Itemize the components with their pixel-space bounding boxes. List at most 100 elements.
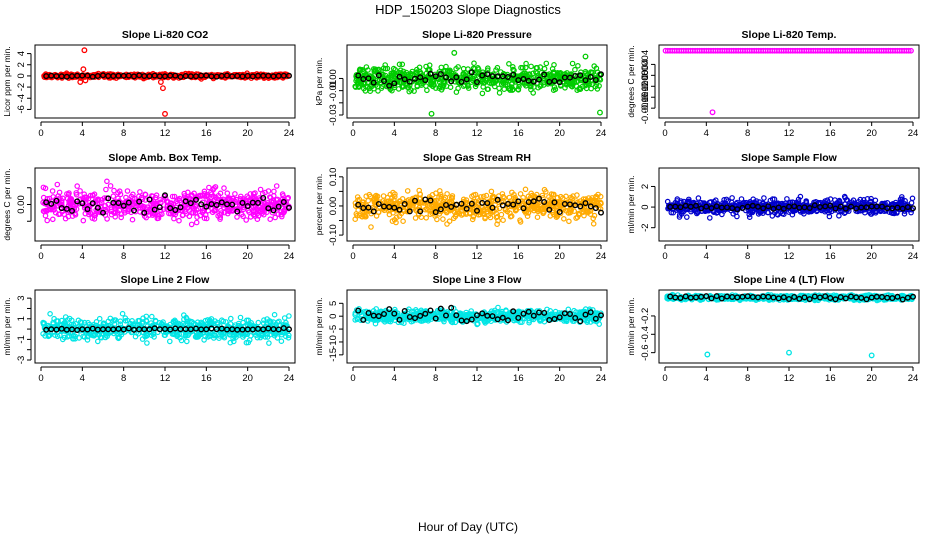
x-axis: 0 4 8 12 16 20 24 xyxy=(350,121,607,139)
x-tick-label: 8 xyxy=(433,373,438,384)
data-point xyxy=(110,193,117,200)
data-points xyxy=(41,47,293,117)
data-point xyxy=(387,85,393,92)
data-point xyxy=(404,84,411,90)
data-point xyxy=(729,195,735,201)
data-points xyxy=(352,186,605,230)
mean-point xyxy=(365,75,372,82)
x-tick-label: 20 xyxy=(242,251,253,262)
data-point xyxy=(184,338,190,345)
data-point xyxy=(446,218,453,225)
data-point xyxy=(484,86,491,93)
data-point xyxy=(368,224,374,230)
y-axis: -3-113 xyxy=(16,296,32,364)
y-axis-label: ml/min per min. xyxy=(626,175,636,233)
plot-frame xyxy=(34,167,296,242)
y-tick-label: -0.10 xyxy=(328,224,339,246)
data-point xyxy=(257,207,263,213)
plot-frame xyxy=(34,44,296,119)
y-tick-label: 0.00 xyxy=(16,195,27,214)
mean-point xyxy=(427,70,434,77)
x-tick-label: 8 xyxy=(745,128,750,139)
data-point xyxy=(355,207,362,214)
data-point xyxy=(550,69,557,75)
data-point xyxy=(563,82,570,88)
data-point xyxy=(371,68,378,75)
data-point xyxy=(500,217,506,224)
data-point xyxy=(461,82,468,88)
data-point xyxy=(769,213,776,219)
mean-point xyxy=(546,78,553,85)
data-point xyxy=(243,217,250,223)
x-tick-label: 24 xyxy=(596,373,607,384)
mean-point xyxy=(177,326,184,333)
mean-point xyxy=(458,78,465,85)
data-point xyxy=(572,66,578,73)
data-point xyxy=(112,73,119,79)
panel-3: Slope Li-820 Temp.degrees C per min.0 4 8 1… xyxy=(626,29,920,139)
x-tick-label: 0 xyxy=(350,251,355,262)
x-tick-label: 16 xyxy=(513,373,524,384)
outlier-point xyxy=(451,49,458,56)
data-point xyxy=(556,70,563,77)
data-point xyxy=(123,194,129,201)
x-tick-label: 0 xyxy=(350,373,355,384)
data-point xyxy=(167,338,173,345)
data-point xyxy=(427,74,433,81)
x-tick-label: 24 xyxy=(908,251,919,262)
x-tick-label: 24 xyxy=(596,128,607,139)
data-point xyxy=(149,313,155,320)
x-tick-label: 12 xyxy=(160,128,171,139)
mean-point xyxy=(422,196,429,203)
data-point xyxy=(154,215,161,222)
data-point xyxy=(522,64,529,71)
mean-point xyxy=(598,209,605,216)
data-point xyxy=(181,190,188,197)
mean-point xyxy=(474,78,481,85)
x-tick-label: 8 xyxy=(121,373,126,384)
data-point xyxy=(118,214,125,221)
outlier-point xyxy=(162,110,168,117)
y-tick-label: -2 xyxy=(16,83,27,91)
x-tick-label: 4 xyxy=(80,251,85,262)
y-tick-label: -10 xyxy=(328,335,339,349)
data-point xyxy=(423,215,430,221)
y-tick-label: 0.0004 xyxy=(640,50,651,79)
mean-point xyxy=(94,204,101,211)
mean-point xyxy=(286,72,293,79)
data-point xyxy=(407,72,414,78)
data-point xyxy=(440,216,446,222)
mean-point xyxy=(541,71,548,78)
mean-point xyxy=(396,206,403,213)
x-tick-label: 20 xyxy=(554,128,565,139)
y-axis: -0.03-0.010.00 xyxy=(328,69,344,126)
x-tick-label: 4 xyxy=(392,251,397,262)
mean-point xyxy=(437,71,444,78)
outlier-point xyxy=(82,77,89,84)
data-point xyxy=(177,207,184,214)
data-point xyxy=(149,73,156,79)
data-point xyxy=(365,67,371,73)
mean-point xyxy=(556,79,563,86)
panel-title: Slope Sample Flow xyxy=(741,152,838,164)
data-point xyxy=(54,181,61,188)
data-point xyxy=(144,340,150,346)
data-point xyxy=(130,191,136,198)
data-point xyxy=(418,82,425,88)
data-point xyxy=(424,87,430,94)
panel-title: Slope Line 3 Flow xyxy=(433,274,523,286)
mean-point xyxy=(203,72,210,79)
data-point xyxy=(221,185,227,191)
data-point xyxy=(519,65,526,71)
data-point xyxy=(455,64,461,70)
data-point xyxy=(176,217,182,224)
mean-point xyxy=(58,205,65,212)
data-point xyxy=(400,218,406,225)
panel-4: Slope Amb. Box Temp.degrees C per min.0 4… xyxy=(2,152,296,262)
x-tick-label: 16 xyxy=(825,251,836,262)
outlier-point xyxy=(159,85,166,92)
data-point xyxy=(551,62,557,68)
